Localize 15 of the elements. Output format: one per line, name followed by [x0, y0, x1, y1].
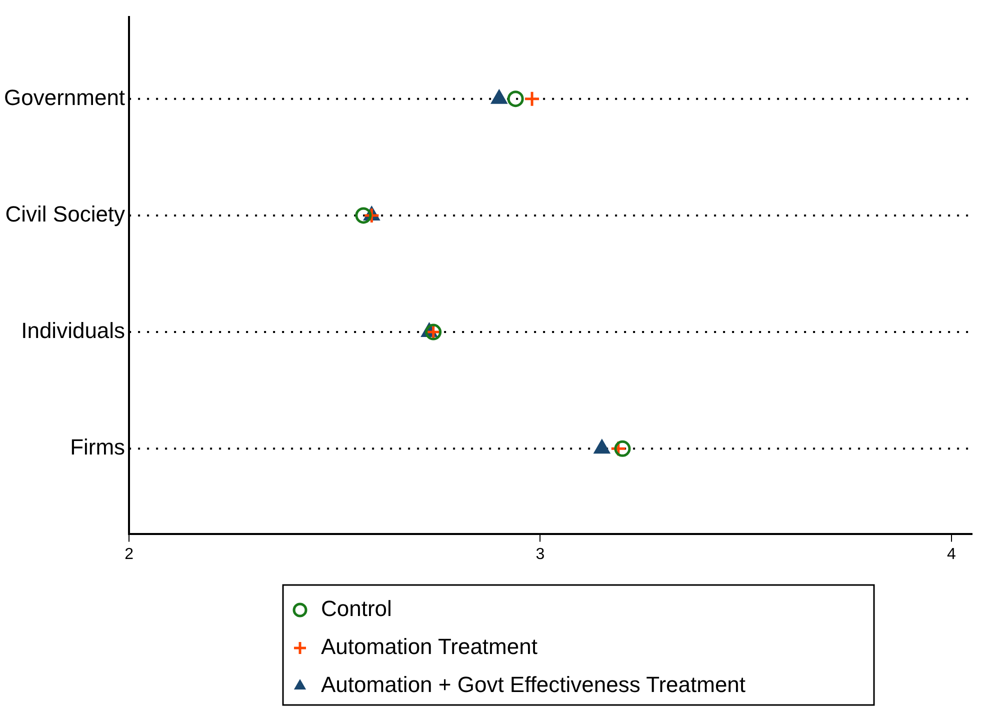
point	[363, 207, 380, 224]
point	[507, 90, 524, 108]
legend-label: Automation Treatment	[321, 634, 538, 660]
y-tick-label: Civil Society	[5, 202, 126, 227]
point	[355, 207, 372, 224]
y-tick-label: Firms	[70, 434, 126, 460]
x-tick-label: 3	[536, 546, 545, 563]
point	[524, 90, 540, 108]
legend-label: Control	[321, 596, 392, 622]
legend-label: Automation + Govt Effectiveness Treatment	[321, 672, 746, 698]
x-tick-label: 4	[946, 546, 956, 563]
x-tick-label: 2	[124, 546, 134, 563]
y-tick-label: Individuals	[21, 318, 126, 344]
point	[614, 440, 631, 457]
y-tick-label: Government	[4, 84, 126, 110]
